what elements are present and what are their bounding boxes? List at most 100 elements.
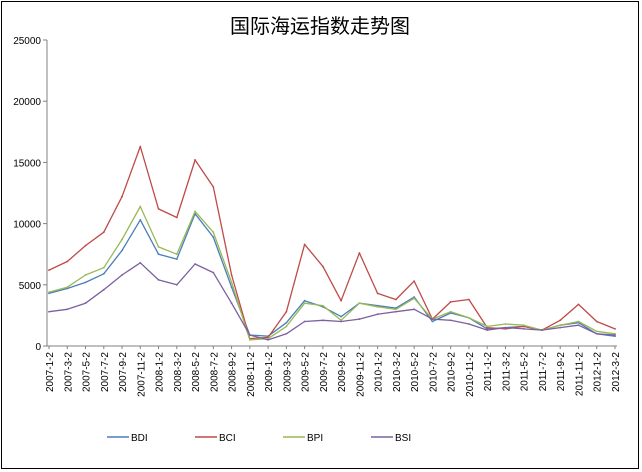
- x-tick-label: 2010-11-2: [465, 352, 476, 397]
- x-tick-label: 2007-5-2: [82, 352, 93, 392]
- data-point-bsi: [522, 327, 525, 330]
- data-point-bpi: [395, 308, 397, 311]
- data-point-bpi: [486, 325, 489, 328]
- data-point-bpi: [48, 291, 50, 294]
- x-tick-label: 2010-5-2: [410, 352, 421, 392]
- data-point-bpi: [157, 245, 160, 248]
- y-tick-label: 20000: [13, 97, 41, 108]
- data-point-bci: [340, 299, 343, 302]
- data-point-bsi: [486, 329, 489, 331]
- data-point-bdi: [84, 281, 87, 284]
- data-point-bci: [413, 280, 416, 283]
- data-point-bpi: [102, 266, 105, 269]
- x-tick-label: 2007-9-2: [118, 352, 129, 392]
- data-point-bci: [303, 243, 306, 246]
- series-line-bdi: [48, 213, 616, 337]
- data-point-bsi: [321, 319, 324, 322]
- data-point-bci: [577, 303, 580, 306]
- data-point-bsi: [577, 324, 580, 327]
- data-point-bpi: [194, 210, 196, 213]
- data-point-bdi: [285, 321, 288, 324]
- data-point-bdi: [303, 299, 306, 302]
- data-point-bsi: [431, 318, 434, 320]
- x-tick-label: 2008-11-2: [246, 352, 257, 397]
- x-tick-label: 2010-1-2: [374, 352, 385, 392]
- data-point-bsi: [449, 319, 452, 322]
- data-point-bpi: [559, 324, 562, 327]
- data-point-bpi: [175, 253, 178, 256]
- data-point-bpi: [248, 338, 251, 341]
- data-point-bpi: [212, 231, 215, 234]
- y-tick-label: 5000: [19, 281, 42, 292]
- x-tick-label: 2012-1-2: [593, 352, 604, 392]
- data-point-bdi: [212, 236, 215, 238]
- x-tick-label: 2009-7-2: [319, 352, 330, 392]
- x-tick-label: 2011-5-2: [520, 352, 531, 392]
- data-point-bci: [376, 292, 379, 295]
- y-tick-label: 0: [35, 342, 41, 353]
- data-point-bci: [321, 265, 324, 268]
- y-tick-label: 10000: [13, 220, 41, 231]
- x-tick-label: 2008-7-2: [209, 352, 220, 392]
- data-point-bsi: [559, 326, 562, 329]
- data-point-bsi: [395, 310, 397, 313]
- x-tick-label: 2007-7-2: [100, 352, 111, 392]
- data-point-bsi: [340, 320, 343, 323]
- data-point-bsi: [157, 279, 160, 281]
- data-point-bsi: [121, 274, 123, 276]
- data-point-bsi: [66, 308, 69, 311]
- legend-label-bsi: BSI: [395, 433, 411, 444]
- x-tick-label: 2009-5-2: [301, 352, 312, 392]
- data-point-bdi: [230, 286, 233, 289]
- data-point-bsi: [376, 313, 379, 316]
- data-point-bdi: [157, 253, 160, 256]
- data-point-bsi: [614, 334, 616, 336]
- data-point-bci: [395, 298, 397, 301]
- series-line-bsi: [48, 262, 616, 341]
- data-point-bpi: [577, 320, 580, 323]
- data-point-bdi: [175, 258, 178, 260]
- x-tick-label: 2009-3-2: [282, 352, 293, 392]
- data-point-bci: [614, 327, 616, 330]
- data-point-bci: [230, 274, 233, 276]
- data-point-bpi: [303, 302, 306, 305]
- data-point-bpi: [449, 310, 452, 313]
- data-point-bpi: [504, 323, 507, 325]
- legend: BDI BCI BPI BSI: [107, 433, 411, 444]
- data-point-bci: [358, 252, 361, 254]
- data-point-bpi: [230, 281, 233, 284]
- data-point-bsi: [541, 329, 543, 331]
- data-point-bpi: [468, 316, 470, 319]
- data-point-bsi: [48, 310, 50, 313]
- x-tick-label: 2008-3-2: [173, 352, 184, 392]
- x-tick-label: 2008-5-2: [191, 352, 202, 392]
- data-point-bpi: [595, 330, 598, 333]
- chart-title: 国际海运指数走势图: [230, 14, 410, 38]
- x-tick-label: 2011-7-2: [538, 352, 549, 392]
- data-point-bsi: [194, 263, 196, 265]
- data-point-bci: [157, 208, 160, 210]
- x-tick-label: 2008-9-2: [228, 352, 239, 392]
- data-point-bci: [66, 260, 69, 263]
- x-tick-label: 2011-1-2: [483, 352, 494, 392]
- x-tick-label: 2009-9-2: [337, 352, 348, 392]
- data-point-bci: [468, 298, 470, 301]
- legend-label-bci: BCI: [219, 433, 236, 444]
- x-tick-label: 2007-3-2: [63, 352, 74, 392]
- data-point-bci: [595, 320, 598, 323]
- data-point-bsi: [248, 334, 251, 336]
- x-tick-label: 2009-11-2: [355, 352, 366, 397]
- x-tick-label: 2010-3-2: [392, 352, 403, 392]
- data-point-bci: [449, 301, 452, 303]
- data-point-bsi: [468, 323, 470, 325]
- legend-label-bpi: BPI: [307, 433, 323, 444]
- data-point-bci: [212, 185, 215, 188]
- data-point-bci: [84, 244, 87, 247]
- x-tick-label: 2010-7-2: [428, 352, 439, 392]
- data-point-bsi: [84, 302, 87, 305]
- data-point-bci: [102, 231, 105, 234]
- data-point-bpi: [358, 302, 361, 305]
- data-point-bsi: [595, 332, 598, 335]
